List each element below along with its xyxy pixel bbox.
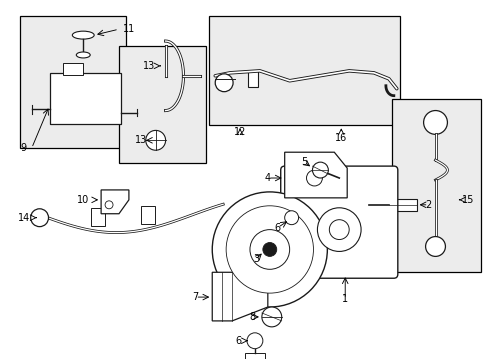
Text: 15: 15: [461, 195, 473, 205]
Text: 6: 6: [235, 336, 241, 346]
Circle shape: [246, 333, 263, 349]
Bar: [63, 63, 83, 75]
Text: 10: 10: [77, 195, 89, 205]
Text: 1: 1: [342, 294, 347, 304]
Bar: [91, 208, 105, 226]
Bar: [244, 353, 264, 360]
Ellipse shape: [72, 31, 94, 39]
Text: 3: 3: [252, 255, 259, 264]
Text: 9: 9: [20, 143, 27, 153]
Polygon shape: [101, 190, 129, 214]
Bar: [209, 16, 399, 125]
Circle shape: [31, 209, 48, 227]
Circle shape: [105, 201, 113, 209]
Circle shape: [312, 162, 327, 178]
Circle shape: [262, 307, 281, 327]
Text: 14: 14: [18, 213, 30, 223]
Text: 6: 6: [274, 222, 280, 233]
Bar: [141, 206, 154, 224]
Text: 13: 13: [142, 61, 155, 71]
Polygon shape: [284, 152, 346, 198]
Circle shape: [249, 230, 289, 269]
Bar: [247, 71, 257, 87]
Polygon shape: [212, 272, 267, 321]
Circle shape: [225, 206, 313, 293]
Text: 12: 12: [233, 127, 246, 138]
Bar: [20, 16, 126, 148]
Circle shape: [425, 237, 445, 256]
Circle shape: [215, 74, 233, 92]
Text: 5: 5: [301, 157, 307, 167]
Text: 8: 8: [249, 312, 256, 322]
Bar: [119, 46, 206, 163]
Circle shape: [284, 211, 298, 225]
Circle shape: [306, 170, 322, 186]
Text: 2: 2: [425, 200, 431, 210]
Bar: [391, 99, 480, 272]
Circle shape: [328, 220, 348, 239]
Bar: [49, 73, 121, 125]
Bar: [388, 199, 416, 211]
Circle shape: [212, 192, 326, 307]
Circle shape: [317, 208, 360, 251]
FancyBboxPatch shape: [280, 166, 397, 278]
Ellipse shape: [76, 52, 90, 58]
Text: 13: 13: [134, 135, 146, 145]
Text: 16: 16: [334, 133, 346, 143]
Circle shape: [263, 243, 276, 256]
Text: 11: 11: [122, 24, 135, 34]
Circle shape: [145, 130, 165, 150]
Circle shape: [423, 111, 447, 134]
Text: 4: 4: [264, 173, 270, 183]
Text: 7: 7: [192, 292, 198, 302]
